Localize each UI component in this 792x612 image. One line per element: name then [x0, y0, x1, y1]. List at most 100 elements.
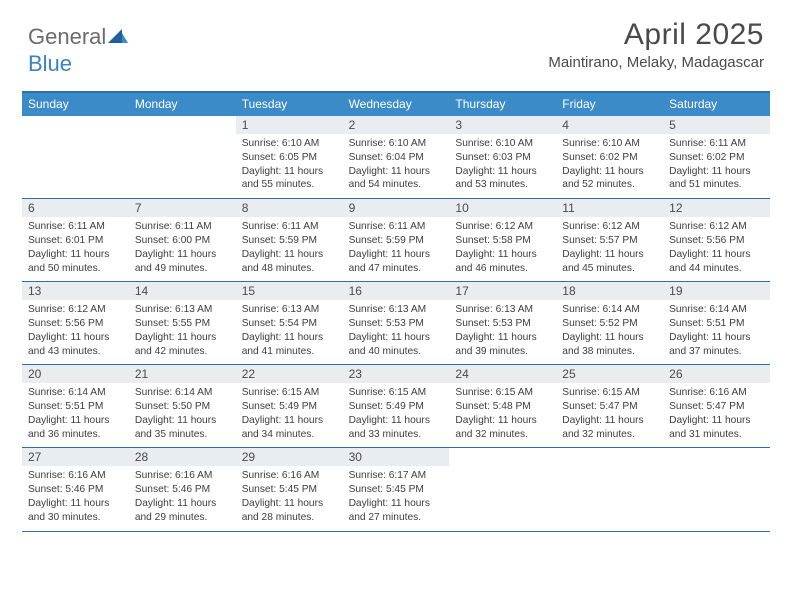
sunrise-line: Sunrise: 6:10 AM	[455, 137, 550, 151]
week-row: 1Sunrise: 6:10 AMSunset: 6:05 PMDaylight…	[22, 116, 770, 199]
sunrise-line: Sunrise: 6:15 AM	[562, 386, 657, 400]
daylight-line: Daylight: 11 hours and 32 minutes.	[562, 414, 657, 442]
day-info: Sunrise: 6:16 AMSunset: 5:47 PMDaylight:…	[663, 383, 770, 447]
sunset-line: Sunset: 6:02 PM	[562, 151, 657, 165]
day-number: 2	[343, 116, 450, 134]
daylight-line: Daylight: 11 hours and 41 minutes.	[242, 331, 337, 359]
day-number: 3	[449, 116, 556, 134]
day-number: 5	[663, 116, 770, 134]
weekday-label: Monday	[129, 93, 236, 116]
sunset-line: Sunset: 5:51 PM	[28, 400, 123, 414]
week-row: 27Sunrise: 6:16 AMSunset: 5:46 PMDayligh…	[22, 448, 770, 531]
day-cell: 24Sunrise: 6:15 AMSunset: 5:48 PMDayligh…	[449, 365, 556, 447]
sunrise-line: Sunrise: 6:13 AM	[455, 303, 550, 317]
day-info: Sunrise: 6:12 AMSunset: 5:57 PMDaylight:…	[556, 217, 663, 281]
sunrise-line: Sunrise: 6:11 AM	[242, 220, 337, 234]
sunrise-line: Sunrise: 6:11 AM	[669, 137, 764, 151]
day-cell: 30Sunrise: 6:17 AMSunset: 5:45 PMDayligh…	[343, 448, 450, 530]
sunrise-line: Sunrise: 6:14 AM	[669, 303, 764, 317]
sunset-line: Sunset: 5:55 PM	[135, 317, 230, 331]
weekday-label: Wednesday	[343, 93, 450, 116]
daylight-line: Daylight: 11 hours and 33 minutes.	[349, 414, 444, 442]
daylight-line: Daylight: 11 hours and 34 minutes.	[242, 414, 337, 442]
sunrise-line: Sunrise: 6:12 AM	[669, 220, 764, 234]
day-cell: 3Sunrise: 6:10 AMSunset: 6:03 PMDaylight…	[449, 116, 556, 198]
day-info: Sunrise: 6:16 AMSunset: 5:46 PMDaylight:…	[22, 466, 129, 530]
sunrise-line: Sunrise: 6:12 AM	[28, 303, 123, 317]
day-number: 13	[22, 282, 129, 300]
weekday-label: Sunday	[22, 93, 129, 116]
logo-text-general: General	[28, 24, 106, 49]
empty-cell	[22, 116, 129, 198]
day-info: Sunrise: 6:11 AMSunset: 6:01 PMDaylight:…	[22, 217, 129, 281]
daylight-line: Daylight: 11 hours and 35 minutes.	[135, 414, 230, 442]
day-info: Sunrise: 6:12 AMSunset: 5:56 PMDaylight:…	[22, 300, 129, 364]
sunset-line: Sunset: 5:47 PM	[562, 400, 657, 414]
sunrise-line: Sunrise: 6:14 AM	[135, 386, 230, 400]
day-cell: 17Sunrise: 6:13 AMSunset: 5:53 PMDayligh…	[449, 282, 556, 364]
day-info: Sunrise: 6:11 AMSunset: 6:02 PMDaylight:…	[663, 134, 770, 198]
sunrise-line: Sunrise: 6:12 AM	[455, 220, 550, 234]
daylight-line: Daylight: 11 hours and 50 minutes.	[28, 248, 123, 276]
day-info: Sunrise: 6:11 AMSunset: 6:00 PMDaylight:…	[129, 217, 236, 281]
weeks-grid: 1Sunrise: 6:10 AMSunset: 6:05 PMDaylight…	[22, 116, 770, 531]
sunrise-line: Sunrise: 6:17 AM	[349, 469, 444, 483]
day-cell: 1Sunrise: 6:10 AMSunset: 6:05 PMDaylight…	[236, 116, 343, 198]
day-info: Sunrise: 6:13 AMSunset: 5:53 PMDaylight:…	[449, 300, 556, 364]
week-row: 20Sunrise: 6:14 AMSunset: 5:51 PMDayligh…	[22, 365, 770, 448]
day-number: 26	[663, 365, 770, 383]
day-number	[22, 116, 129, 134]
daylight-line: Daylight: 11 hours and 43 minutes.	[28, 331, 123, 359]
day-number: 19	[663, 282, 770, 300]
empty-cell	[129, 116, 236, 198]
title-block: April 2025 Maintirano, Melaky, Madagasca…	[548, 18, 764, 71]
day-info: Sunrise: 6:13 AMSunset: 5:53 PMDaylight:…	[343, 300, 450, 364]
day-number: 7	[129, 199, 236, 217]
day-cell: 23Sunrise: 6:15 AMSunset: 5:49 PMDayligh…	[343, 365, 450, 447]
day-number	[449, 448, 556, 466]
sunrise-line: Sunrise: 6:14 AM	[562, 303, 657, 317]
empty-cell	[449, 448, 556, 530]
daylight-line: Daylight: 11 hours and 55 minutes.	[242, 165, 337, 193]
day-number: 18	[556, 282, 663, 300]
month-title: April 2025	[548, 18, 764, 52]
day-cell: 6Sunrise: 6:11 AMSunset: 6:01 PMDaylight…	[22, 199, 129, 281]
week-row: 13Sunrise: 6:12 AMSunset: 5:56 PMDayligh…	[22, 282, 770, 365]
day-cell: 19Sunrise: 6:14 AMSunset: 5:51 PMDayligh…	[663, 282, 770, 364]
daylight-line: Daylight: 11 hours and 40 minutes.	[349, 331, 444, 359]
daylight-line: Daylight: 11 hours and 30 minutes.	[28, 497, 123, 525]
empty-cell	[556, 448, 663, 530]
sunset-line: Sunset: 5:47 PM	[669, 400, 764, 414]
day-cell: 27Sunrise: 6:16 AMSunset: 5:46 PMDayligh…	[22, 448, 129, 530]
sunset-line: Sunset: 5:49 PM	[349, 400, 444, 414]
day-info: Sunrise: 6:13 AMSunset: 5:54 PMDaylight:…	[236, 300, 343, 364]
header: General Blue April 2025 Maintirano, Mela…	[0, 0, 792, 83]
day-info: Sunrise: 6:11 AMSunset: 5:59 PMDaylight:…	[343, 217, 450, 281]
day-number	[556, 448, 663, 466]
sunset-line: Sunset: 5:56 PM	[28, 317, 123, 331]
day-cell: 13Sunrise: 6:12 AMSunset: 5:56 PMDayligh…	[22, 282, 129, 364]
sunrise-line: Sunrise: 6:12 AM	[562, 220, 657, 234]
calendar: SundayMondayTuesdayWednesdayThursdayFrid…	[22, 91, 770, 531]
day-cell: 10Sunrise: 6:12 AMSunset: 5:58 PMDayligh…	[449, 199, 556, 281]
day-info: Sunrise: 6:13 AMSunset: 5:55 PMDaylight:…	[129, 300, 236, 364]
sunrise-line: Sunrise: 6:15 AM	[455, 386, 550, 400]
daylight-line: Daylight: 11 hours and 32 minutes.	[455, 414, 550, 442]
day-number: 15	[236, 282, 343, 300]
sunset-line: Sunset: 5:48 PM	[455, 400, 550, 414]
sunset-line: Sunset: 5:57 PM	[562, 234, 657, 248]
sunset-line: Sunset: 6:00 PM	[135, 234, 230, 248]
daylight-line: Daylight: 11 hours and 38 minutes.	[562, 331, 657, 359]
daylight-line: Daylight: 11 hours and 27 minutes.	[349, 497, 444, 525]
daylight-line: Daylight: 11 hours and 42 minutes.	[135, 331, 230, 359]
day-number: 30	[343, 448, 450, 466]
empty-cell	[663, 448, 770, 530]
day-info: Sunrise: 6:11 AMSunset: 5:59 PMDaylight:…	[236, 217, 343, 281]
day-info: Sunrise: 6:10 AMSunset: 6:03 PMDaylight:…	[449, 134, 556, 198]
week-row: 6Sunrise: 6:11 AMSunset: 6:01 PMDaylight…	[22, 199, 770, 282]
sunrise-line: Sunrise: 6:16 AM	[28, 469, 123, 483]
sunset-line: Sunset: 6:04 PM	[349, 151, 444, 165]
day-cell: 22Sunrise: 6:15 AMSunset: 5:49 PMDayligh…	[236, 365, 343, 447]
sunrise-line: Sunrise: 6:16 AM	[669, 386, 764, 400]
day-number: 6	[22, 199, 129, 217]
